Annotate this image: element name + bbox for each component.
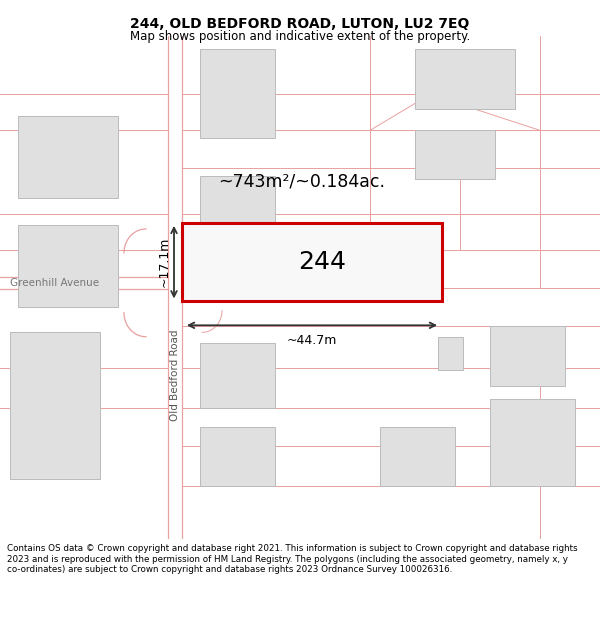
Text: 244: 244 [298,250,346,274]
Text: ~44.7m: ~44.7m [287,334,337,347]
Text: Map shows position and indicative extent of the property.: Map shows position and indicative extent… [130,30,470,43]
Text: ~743m²/~0.184ac.: ~743m²/~0.184ac. [218,173,386,191]
Bar [200,49,275,138]
Bar [18,225,118,307]
Bar [415,49,515,109]
Bar [200,427,275,486]
Bar [18,116,118,198]
Bar [200,342,275,408]
Text: 244, OLD BEDFORD ROAD, LUTON, LU2 7EQ: 244, OLD BEDFORD ROAD, LUTON, LU2 7EQ [130,18,470,31]
Text: Greenhill Avenue: Greenhill Avenue [10,278,100,288]
Bar [182,223,442,301]
Bar [490,326,565,386]
Bar [490,399,575,486]
Text: Old Bedford Road: Old Bedford Road [170,329,180,421]
Bar [10,332,100,479]
Text: ~17.1m: ~17.1m [158,237,171,288]
Text: Contains OS data © Crown copyright and database right 2021. This information is : Contains OS data © Crown copyright and d… [7,544,578,574]
Bar [210,234,300,288]
Bar [380,427,455,486]
Bar [200,176,275,247]
Bar [415,131,495,179]
Bar [438,338,463,370]
